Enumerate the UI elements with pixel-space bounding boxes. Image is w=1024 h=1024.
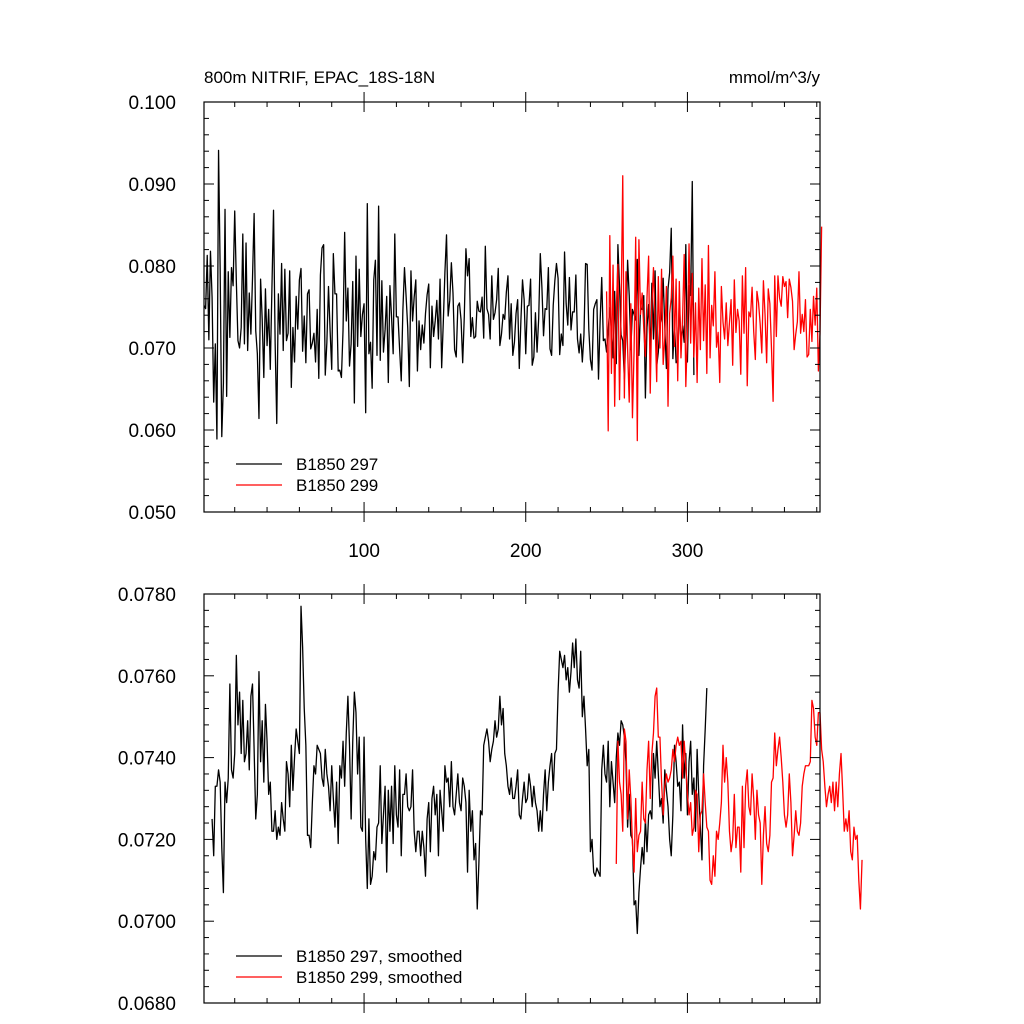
y-tick-label: 0.0740 <box>118 749 176 770</box>
x-tick-label: 100 <box>348 541 380 562</box>
y-tick-label: 0.050 <box>128 503 176 524</box>
y-tick-label: 0.060 <box>128 421 176 442</box>
legend-label-2: B1850 299, smoothed <box>296 968 462 987</box>
y-tick-label: 0.100 <box>128 93 176 114</box>
figure-title: 800m NITRIF, EPAC_18S-18N <box>204 68 435 87</box>
bottom-panel: 0.0680 0.0700 0.0720 0.0740 0.0760 0.0780 B185… <box>118 584 863 1015</box>
y-tick-label: 0.080 <box>128 257 176 278</box>
series-line-2 <box>615 687 863 910</box>
legend-label-2: B1850 299 <box>296 476 378 495</box>
x-tick-label: 200 <box>510 541 542 562</box>
y-tick-label: 0.070 <box>128 339 176 360</box>
y-tick-label: 0.0680 <box>118 994 176 1015</box>
y-tick-label: 0.0780 <box>118 585 176 606</box>
y-tick-label: 0.0760 <box>118 667 176 688</box>
y-tick-label: 0.0700 <box>118 912 176 933</box>
series-line-2 <box>605 175 823 442</box>
x-tick-label: 300 <box>672 541 704 562</box>
units-label: mmol/m^3/y <box>729 68 821 87</box>
top-panel: 0.050 0.060 0.070 0.080 0.090 0.100 100 200 300 B… <box>128 92 823 562</box>
plot-frame <box>203 101 821 513</box>
legend-label-1: B1850 297, smoothed <box>296 947 462 966</box>
y-tick-label: 0.0720 <box>118 830 176 851</box>
y-tick-label: 0.090 <box>128 175 176 196</box>
plot-frame <box>203 593 821 1004</box>
legend-label-1: B1850 297 <box>296 455 378 474</box>
